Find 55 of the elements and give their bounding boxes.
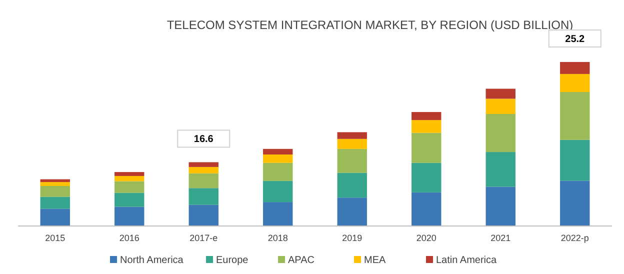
- bar: [412, 192, 442, 226]
- bar: [412, 162, 442, 192]
- bar: [337, 198, 367, 226]
- legend-label: Europe: [216, 255, 249, 266]
- bar: [188, 188, 218, 205]
- bar: [412, 132, 442, 163]
- legend-label: North America: [120, 255, 184, 266]
- legend-label: Latin America: [436, 255, 498, 266]
- x-tick-label: 2019: [342, 233, 362, 243]
- bar: [263, 162, 293, 181]
- bar: [114, 192, 144, 207]
- bar: [188, 173, 218, 188]
- x-tick-label: 2016: [119, 233, 140, 243]
- bar: [560, 140, 590, 181]
- bar: [560, 62, 590, 74]
- bar: [40, 208, 70, 226]
- bar: [337, 148, 367, 173]
- bar: [114, 181, 144, 193]
- x-tick-label: 2018: [268, 233, 288, 243]
- bar: [188, 166, 218, 174]
- bar: [560, 92, 590, 140]
- bar: [114, 176, 144, 182]
- bar: [337, 172, 367, 198]
- legend-label: MEA: [364, 255, 386, 266]
- bar: [263, 154, 293, 163]
- bar: [337, 132, 367, 139]
- bar: [412, 112, 442, 120]
- bar: [486, 152, 516, 187]
- bar: [188, 162, 218, 167]
- bar: [40, 196, 70, 209]
- bar: [114, 172, 144, 176]
- bar: [337, 138, 367, 149]
- legend-label: APAC: [288, 255, 314, 266]
- x-tick-label: 2020: [416, 233, 436, 243]
- bar: [114, 206, 144, 226]
- bar: [486, 98, 516, 114]
- bar: [263, 180, 293, 202]
- bar: [560, 74, 590, 92]
- annotation: 16.6: [194, 134, 214, 146]
- bar: [486, 114, 516, 152]
- bar: [40, 186, 70, 197]
- chart-title: TELECOM SYSTEM INTEGRATION MARKET, BY REGION (USD BILLION): [166, 18, 574, 32]
- bar: [560, 180, 590, 226]
- bar: [486, 88, 516, 99]
- bar: [486, 186, 516, 226]
- bar: [263, 202, 293, 226]
- bar: [263, 148, 293, 154]
- x-tick-label: 2017-e: [190, 233, 218, 243]
- bar: [412, 120, 442, 133]
- bar: [40, 182, 70, 186]
- bar: [188, 204, 218, 226]
- text: 25.2: [565, 34, 586, 45]
- x-tick-label: 2015: [45, 233, 66, 243]
- x-tick-label: 2022-p: [560, 233, 589, 243]
- x-tick-label: 2021: [490, 233, 511, 243]
